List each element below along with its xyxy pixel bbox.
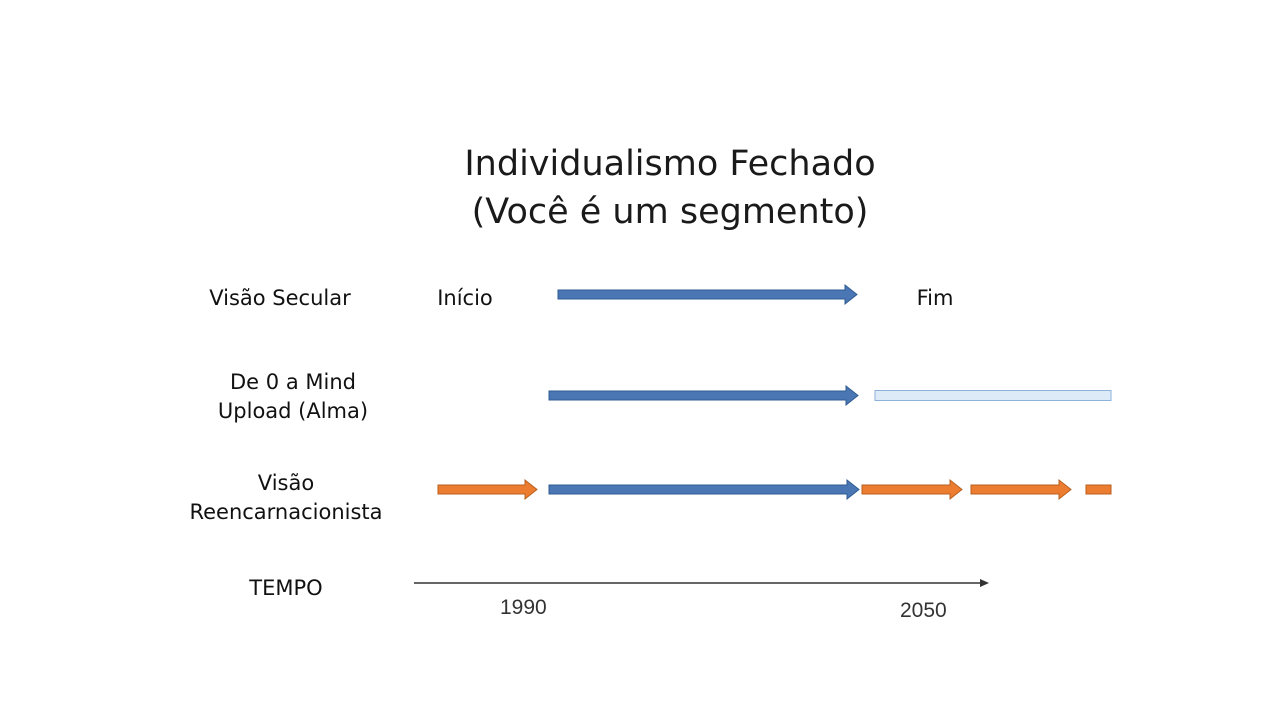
start-label: Início [437,286,493,310]
next-life-arrow-3 [1085,484,1112,495]
time-axis-arrowhead [980,579,989,587]
mind-upload-label-line-2: Upload (Alma) [217,399,369,423]
title-line-1: Individualismo Fechado [464,144,876,184]
previous-life-arrow [437,478,538,501]
tick-1990: 1990 [500,596,547,619]
mind-upload-label: De 0 a Mind Upload (Alma) [193,368,393,426]
mind-upload-label-line-1: De 0 a Mind [230,370,356,394]
time-label: TEMPO [249,576,323,600]
reincarnation-label-line-2: Reencarnacionista [189,500,383,524]
current-life-arrow [548,478,860,501]
mind-upload-continuation-bar [874,390,1112,401]
next-life-arrow-2 [970,478,1072,501]
end-label: Fim [916,286,954,310]
secular-view-label: Visão Secular [209,286,351,310]
title-line-2: (Você é um segmento) [471,192,869,232]
diagram-title: Individualismo Fechado (Você é um segmen… [340,140,1000,236]
reincarnation-label-line-1: Visão [257,471,315,495]
secular-life-arrow [557,283,858,306]
mind-upload-life-arrow [548,384,859,407]
reincarnation-view-label: Visão Reencarnacionista [176,469,396,527]
tick-2050: 2050 [900,599,947,622]
next-life-arrow-1 [861,478,963,501]
